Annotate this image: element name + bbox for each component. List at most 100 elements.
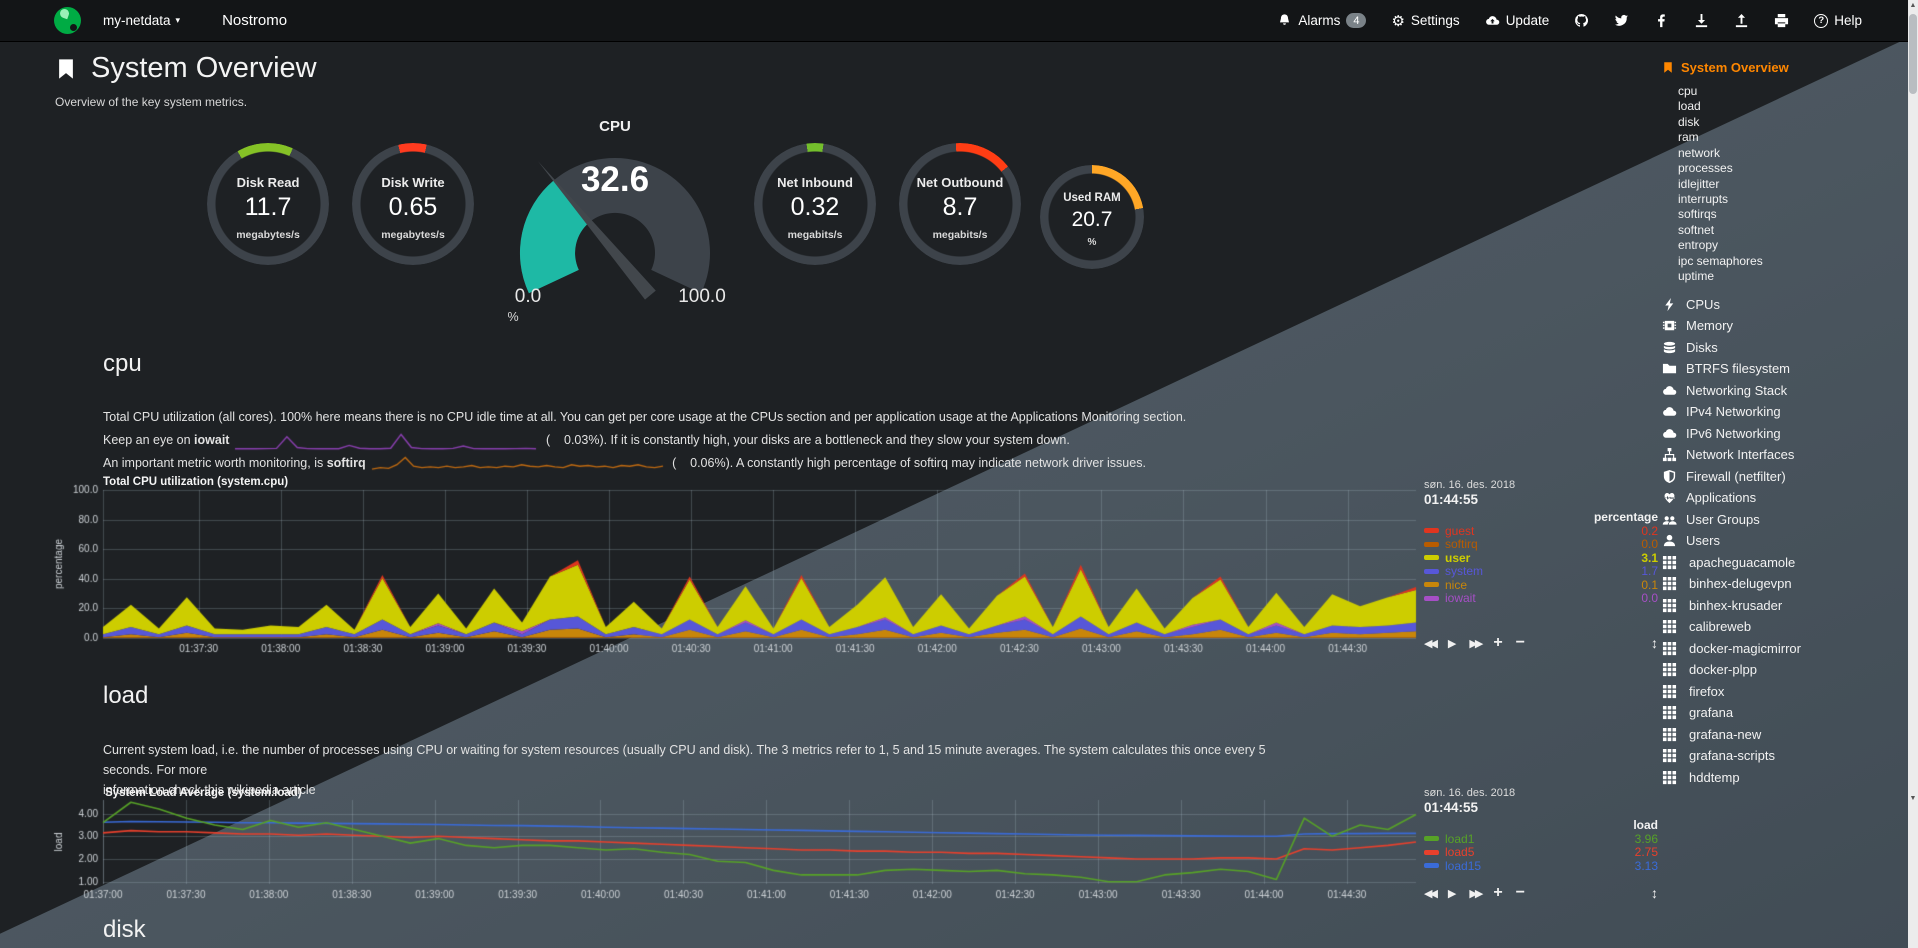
sidebar-item-grafana-scripts[interactable]: grafana-scripts bbox=[1662, 745, 1908, 767]
legend-row-iowait[interactable]: iowait 0.0 bbox=[1424, 591, 1658, 605]
pan-backward-icon[interactable]: ◀◀ bbox=[1424, 887, 1438, 900]
help-button[interactable]: ? Help bbox=[1814, 13, 1862, 28]
page-scrollbar[interactable]: ▲ ▼ bbox=[1908, 0, 1918, 948]
sidebar-subitem-idlejitter[interactable]: idlejitter bbox=[1678, 176, 1720, 191]
twitter-icon[interactable] bbox=[1614, 13, 1629, 28]
sidebar-item-binhex-delugevpn[interactable]: binhex-delugevpn bbox=[1662, 573, 1908, 595]
sidebar-item-apacheguacamole[interactable]: apacheguacamole bbox=[1662, 551, 1908, 573]
legend-row-system[interactable]: system 1.7 bbox=[1424, 564, 1658, 578]
gauge-unit: megabytes/s bbox=[381, 229, 445, 241]
play-icon[interactable]: ▶ bbox=[1447, 637, 1457, 650]
sidebar-item-docker-plpp[interactable]: docker-plpp bbox=[1662, 659, 1908, 681]
zoom-in-icon[interactable]: + bbox=[1493, 884, 1503, 901]
sidebar-item-label: Disks bbox=[1686, 339, 1718, 355]
grid-icon bbox=[1662, 727, 1677, 742]
sidebar-item-btrfs-filesystem[interactable]: BTRFS filesystem bbox=[1662, 358, 1908, 380]
zoom-out-icon[interactable]: − bbox=[1515, 634, 1525, 651]
sidebar-subitem-softirqs[interactable]: softirqs bbox=[1678, 207, 1717, 222]
sidebar-item-grafana[interactable]: grafana bbox=[1662, 702, 1908, 724]
sitemap-icon bbox=[1662, 447, 1677, 462]
upload-icon[interactable] bbox=[1734, 13, 1749, 28]
gauge-value: 0.65 bbox=[388, 193, 438, 221]
gauge-used-ram[interactable]: Used RAM 20.7% bbox=[1040, 165, 1144, 269]
sidebar-item-label: docker-plpp bbox=[1689, 662, 1757, 678]
update-button[interactable]: Update bbox=[1485, 13, 1549, 28]
sidebar-item-cpus[interactable]: CPUs bbox=[1662, 293, 1908, 315]
my-netdata-menu[interactable]: my-netdata ▾ bbox=[103, 13, 180, 28]
gauge-disk-read[interactable]: Disk Read 11.7 megabytes/s bbox=[207, 143, 329, 265]
grid-icon bbox=[1662, 705, 1677, 720]
print-icon[interactable] bbox=[1774, 13, 1789, 28]
sidebar-subitem-network[interactable]: network bbox=[1678, 145, 1721, 160]
scrollbar-up-icon[interactable]: ▲ bbox=[1909, 2, 1917, 9]
sidebar-item-docker-magicmirror[interactable]: docker-magicmirror bbox=[1662, 637, 1908, 659]
sidebar-subitem-softnet[interactable]: softnet bbox=[1678, 222, 1715, 237]
legend-series-name: guest bbox=[1445, 523, 1475, 538]
sidebar-subitem-interrupts[interactable]: interrupts bbox=[1678, 191, 1729, 206]
scrollbar-thumb[interactable] bbox=[1909, 14, 1917, 94]
sidebar-subitem-uptime[interactable]: uptime bbox=[1678, 269, 1715, 284]
legend-row-guest[interactable]: guest 0.2 bbox=[1424, 524, 1658, 538]
legend-row-load1[interactable]: load1 3.96 bbox=[1424, 832, 1658, 846]
gauge-disk-write[interactable]: Disk Write 0.65 megabytes/s bbox=[352, 143, 474, 265]
settings-label: Settings bbox=[1410, 13, 1460, 28]
zoom-in-icon[interactable]: + bbox=[1493, 634, 1503, 651]
facebook-icon[interactable] bbox=[1654, 13, 1669, 28]
legend-swatch bbox=[1424, 555, 1439, 561]
softirq-sparkline[interactable] bbox=[369, 452, 665, 475]
section-heading-load: load bbox=[103, 682, 149, 709]
sidebar-item-networking-stack[interactable]: Networking Stack bbox=[1662, 379, 1908, 401]
gauge-net-outbound[interactable]: Net Outbound 8.7 megabits/s bbox=[899, 143, 1021, 265]
hostname[interactable]: Nostromo bbox=[222, 12, 288, 29]
sidebar-item-users[interactable]: Users bbox=[1662, 530, 1908, 552]
sidebar-item-calibreweb[interactable]: calibreweb bbox=[1662, 616, 1908, 638]
github-icon[interactable] bbox=[1574, 13, 1589, 28]
cpu-chart[interactable] bbox=[53, 484, 1418, 660]
sidebar-subitem-load[interactable]: load bbox=[1678, 99, 1701, 114]
legend-row-softirq[interactable]: softirq 0.0 bbox=[1424, 537, 1658, 551]
sidebar-item-firewall-netfilter-[interactable]: Firewall (netfilter) bbox=[1662, 465, 1908, 487]
gauge-ring bbox=[899, 143, 1021, 265]
chevron-down-icon: ▾ bbox=[175, 15, 181, 25]
cpu-gauge[interactable] bbox=[500, 138, 730, 310]
sidebar-item-disks[interactable]: Disks bbox=[1662, 336, 1908, 358]
legend-row-load15[interactable]: load15 3.13 bbox=[1424, 859, 1658, 873]
sidebar-subitem-cpu[interactable]: cpu bbox=[1678, 83, 1698, 98]
alarms-button[interactable]: Alarms 4 bbox=[1277, 13, 1367, 28]
settings-button[interactable]: ⚙ Settings bbox=[1391, 12, 1459, 30]
sidebar-item-ipv4-networking[interactable]: IPv4 Networking bbox=[1662, 401, 1908, 423]
sidebar-item-firefox[interactable]: firefox bbox=[1662, 680, 1908, 702]
pan-backward-icon[interactable]: ◀◀ bbox=[1424, 637, 1438, 650]
sidebar-item-ipv6-networking[interactable]: IPv6 Networking bbox=[1662, 422, 1908, 444]
zoom-out-icon[interactable]: − bbox=[1515, 884, 1525, 901]
legend-row-nice[interactable]: nice 0.1 bbox=[1424, 578, 1658, 592]
legend-row-load5[interactable]: load5 2.75 bbox=[1424, 845, 1658, 859]
pan-forward-icon[interactable]: ▶▶ bbox=[1469, 887, 1483, 900]
netdata-logo[interactable] bbox=[54, 7, 81, 34]
scrollbar-down-icon[interactable]: ▼ bbox=[1909, 795, 1917, 802]
gauge-net-inbound[interactable]: Net Inbound 0.32 megabits/s bbox=[754, 143, 876, 265]
download-icon[interactable] bbox=[1694, 13, 1709, 28]
sidebar-item-user-groups[interactable]: User Groups bbox=[1662, 508, 1908, 530]
sidebar-subitem-processes[interactable]: processes bbox=[1678, 161, 1733, 176]
resize-handle-icon[interactable]: ↕ bbox=[1651, 635, 1658, 651]
legend-row-user[interactable]: user 3.1 bbox=[1424, 551, 1658, 565]
iowait-label: iowait bbox=[194, 433, 230, 447]
pan-forward-icon[interactable]: ▶▶ bbox=[1469, 637, 1483, 650]
sidebar-item-network-interfaces[interactable]: Network Interfaces bbox=[1662, 444, 1908, 466]
sidebar-item-grafana-new[interactable]: grafana-new bbox=[1662, 723, 1908, 745]
load-chart[interactable] bbox=[53, 794, 1418, 906]
sidebar-item-system-overview[interactable]: System Overview bbox=[1662, 60, 1908, 75]
sidebar-subitem-ipc-semaphores[interactable]: ipc semaphores bbox=[1678, 253, 1763, 268]
sidebar-item-binhex-krusader[interactable]: binhex-krusader bbox=[1662, 594, 1908, 616]
sidebar-subitem-ram[interactable]: ram bbox=[1678, 130, 1699, 145]
iowait-sparkline[interactable] bbox=[233, 429, 539, 452]
sidebar-subitem-entropy[interactable]: entropy bbox=[1678, 238, 1719, 253]
play-icon[interactable]: ▶ bbox=[1447, 887, 1457, 900]
sidebar-item-memory[interactable]: Memory bbox=[1662, 315, 1908, 337]
sidebar-item-hddtemp[interactable]: hddtemp bbox=[1662, 766, 1908, 788]
sidebar-item-label: grafana-new bbox=[1689, 726, 1762, 742]
sidebar-item-applications[interactable]: Applications bbox=[1662, 487, 1908, 509]
sidebar-subitem-disk[interactable]: disk bbox=[1678, 114, 1700, 129]
resize-handle-icon[interactable]: ↕ bbox=[1651, 885, 1658, 901]
